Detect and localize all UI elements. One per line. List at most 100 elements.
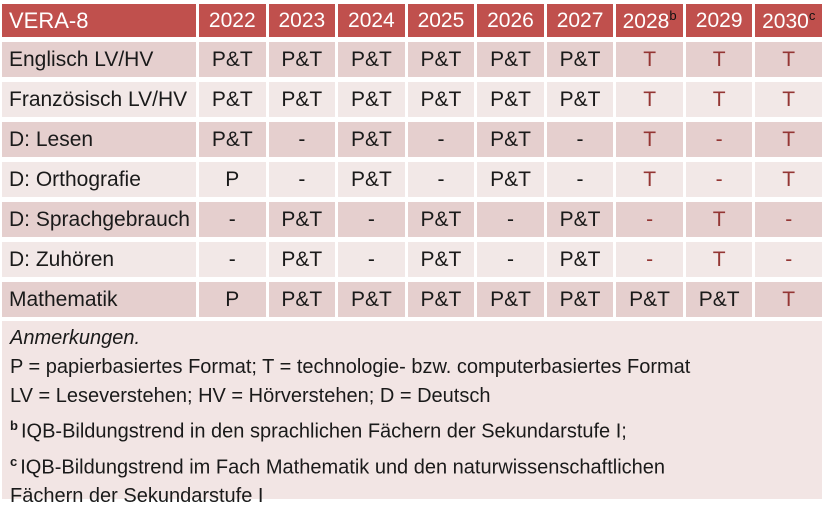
cell-d-zuhören-2030: - — [755, 242, 822, 277]
year-header-2024: 2024 — [338, 4, 405, 37]
cell-d-sprachgebrauch-2028: - — [616, 202, 683, 237]
year-label: 2029 — [695, 8, 743, 32]
footnote-marker: c — [10, 453, 18, 469]
cell-französisch-lv-hv-2028: T — [616, 82, 683, 117]
row-label-d-sprachgebrauch: D: Sprachgebrauch — [2, 202, 196, 237]
cell-d-zuhören-2022: - — [199, 242, 266, 277]
cell-d-orthografie-2023: - — [268, 162, 336, 197]
cell-englisch-lv-hv-2027: P&T — [546, 42, 614, 77]
year-header-2026: 2026 — [477, 4, 544, 37]
year-label: 2025 — [417, 8, 465, 32]
cell-d-sprachgebrauch-2027: P&T — [546, 202, 614, 237]
year-label: 2026 — [487, 8, 534, 32]
row-label-französisch-lv-hv: Französisch LV/HV — [2, 82, 196, 117]
cell-englisch-lv-hv-2029: T — [685, 42, 753, 77]
cell-d-lesen-2024: P&T — [338, 122, 405, 157]
note-text: IQB-Bildungstrend in den sprachlichen Fä… — [20, 420, 627, 443]
cell-d-orthografie-2030: T — [755, 162, 822, 197]
year-header-2023: 2023 — [268, 4, 336, 37]
year-label: 2022 — [208, 8, 256, 32]
year-footnote-marker: c — [808, 7, 816, 23]
cell-d-sprachgebrauch-2029: T — [685, 202, 753, 237]
year-header-2022: 2022 — [199, 4, 266, 37]
cell-d-sprachgebrauch-2022: - — [199, 202, 266, 237]
footnote-marker: b — [10, 418, 18, 433]
cell-mathematik-2028: P&T — [616, 282, 683, 317]
cell-mathematik-2026: P&T — [477, 282, 544, 317]
year-label: 2030 — [762, 9, 809, 33]
year-footnote-marker: b — [669, 7, 677, 23]
note-text: LV = Leseverstehen; HV = Hörverstehen; D… — [10, 385, 491, 407]
cell-d-zuhören-2023: P&T — [268, 242, 336, 277]
year-header-2030: 2030c — [755, 4, 822, 37]
cell-mathematik-2024: P&T — [338, 282, 405, 317]
notes-lines: P = papierbasiertes Format; T = technolo… — [10, 353, 812, 507]
year-header-2027: 2027 — [546, 4, 614, 37]
cell-französisch-lv-hv-2023: P&T — [268, 82, 336, 117]
cell-mathematik-2029: P&T — [685, 282, 753, 317]
cell-d-lesen-2026: P&T — [477, 122, 544, 157]
cell-d-sprachgebrauch-2023: P&T — [268, 202, 336, 237]
year-header-2029: 2029 — [685, 4, 753, 37]
cell-d-orthografie-2026: P&T — [477, 162, 544, 197]
year-header-2025: 2025 — [407, 4, 475, 37]
cell-mathematik-2025: P&T — [407, 282, 475, 317]
cell-d-orthografie-2029: - — [685, 162, 753, 197]
row-label-englisch-lv-hv: Englisch LV/HV — [2, 42, 196, 77]
row-label-d-orthografie: D: Orthografie — [2, 162, 196, 197]
cell-englisch-lv-hv-2030: T — [755, 42, 822, 77]
cell-französisch-lv-hv-2022: P&T — [199, 82, 266, 117]
cell-d-sprachgebrauch-2026: - — [477, 202, 544, 237]
cell-d-zuhören-2025: P&T — [407, 242, 475, 277]
cell-d-lesen-2022: P&T — [199, 122, 266, 157]
cell-d-lesen-2029: - — [685, 122, 753, 157]
cell-d-sprachgebrauch-2030: - — [755, 202, 822, 237]
cell-mathematik-2023: P&T — [268, 282, 336, 317]
cell-d-lesen-2025: - — [407, 122, 475, 157]
cell-mathematik-2030: T — [755, 282, 822, 317]
note-text: IQB-Bildungstrend im Fach Mathematik und… — [10, 456, 665, 507]
cell-französisch-lv-hv-2030: T — [755, 82, 822, 117]
cell-mathematik-2022: P — [199, 282, 266, 317]
cell-d-zuhören-2027: P&T — [546, 242, 614, 277]
cell-d-orthografie-2027: - — [546, 162, 614, 197]
row-label-mathematik: Mathematik — [2, 282, 196, 317]
cell-englisch-lv-hv-2025: P&T — [407, 42, 475, 77]
cell-englisch-lv-hv-2026: P&T — [477, 42, 544, 77]
cell-d-lesen-2027: - — [546, 122, 614, 157]
year-label: 2027 — [556, 8, 604, 32]
cell-d-orthografie-2024: P&T — [338, 162, 405, 197]
cell-d-zuhören-2028: - — [616, 242, 683, 277]
year-header-2028: 2028b — [616, 4, 683, 37]
cell-d-zuhören-2024: - — [338, 242, 405, 277]
cell-französisch-lv-hv-2029: T — [685, 82, 753, 117]
cell-englisch-lv-hv-2022: P&T — [199, 42, 266, 77]
row-label-d-zuhören: D: Zuhören — [2, 242, 196, 277]
year-label: 2024 — [348, 8, 395, 32]
cell-französisch-lv-hv-2026: P&T — [477, 82, 544, 117]
cell-d-sprachgebrauch-2024: - — [338, 202, 405, 237]
cell-englisch-lv-hv-2024: P&T — [338, 42, 405, 77]
note-text: P = papierbasiertes Format; T = technolo… — [10, 356, 691, 378]
cell-d-zuhören-2029: T — [685, 242, 753, 277]
year-label: 2028 — [622, 9, 670, 33]
cell-d-orthografie-2028: T — [616, 162, 683, 197]
notes-section: Anmerkungen. P = papierbasiertes Format;… — [2, 321, 822, 507]
cell-französisch-lv-hv-2027: P&T — [546, 82, 614, 117]
cell-französisch-lv-hv-2024: P&T — [338, 82, 405, 117]
cell-d-lesen-2030: T — [755, 122, 822, 157]
note-line-2: LV = Leseverstehen; HV = Hörverstehen; D… — [10, 382, 812, 411]
cell-d-orthografie-2022: P — [199, 162, 266, 197]
vera8-table: VERA-8 2022 2023 2024 2025 2026 2027 2028b 2029 2… — [2, 4, 822, 317]
note-line-1: P = papierbasiertes Format; T = technolo… — [10, 353, 812, 382]
year-label: 2023 — [278, 8, 326, 32]
note-line-4: c IQB-Bildungstrend im Fach Mathematik un… — [10, 447, 812, 507]
notes-heading: Anmerkungen. — [10, 327, 141, 349]
cell-englisch-lv-hv-2028: T — [616, 42, 683, 77]
note-line-3: b IQB-Bildungstrend in den sprachlichen F… — [10, 411, 812, 447]
cell-d-orthografie-2025: - — [407, 162, 475, 197]
cell-d-lesen-2023: - — [268, 122, 336, 157]
cell-d-lesen-2028: T — [616, 122, 683, 157]
cell-englisch-lv-hv-2023: P&T — [268, 42, 336, 77]
